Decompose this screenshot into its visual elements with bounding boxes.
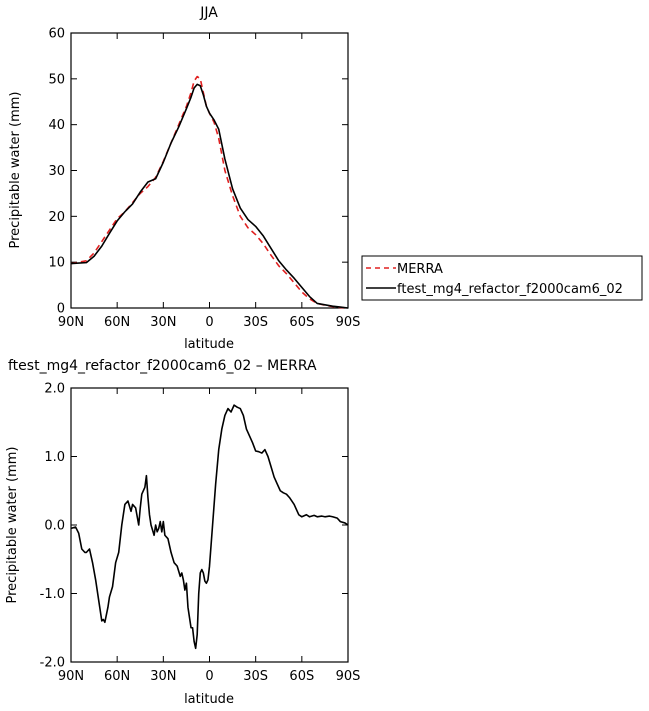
bottom-y-tick-label: 0.0 <box>44 519 65 534</box>
top-y-tick-label: 40 <box>48 118 65 133</box>
top-plot-frame <box>70 32 349 309</box>
bottom-x-axis-label: latitude <box>184 692 234 707</box>
top-x-tick-label: 30S <box>243 315 268 330</box>
top-title: JJA <box>199 5 218 21</box>
top-y-axis-label: Precipitable water (mm) <box>8 92 23 249</box>
top-y-tick-label: 50 <box>48 72 65 87</box>
bottom-x-tick-label: 0 <box>205 669 213 684</box>
top-x-tick-label: 0 <box>205 315 213 330</box>
bottom-x-tick-label: 30N <box>150 669 176 684</box>
bottom-x-tick-label: 30S <box>243 669 268 684</box>
bottom-x-tick-label: 90N <box>58 669 84 684</box>
legend-box <box>361 255 643 301</box>
bottom-x-tick-label: 90S <box>336 669 361 684</box>
bottom-plot-frame <box>70 387 349 663</box>
top-panel: JJA 90N 60N 30N 0 30S 60S 90S 0 10 20 30 40 50 60 la… <box>8 5 360 352</box>
top-x-tick-label: 60S <box>289 315 314 330</box>
legend-label-model: ftest_mg4_refactor_f2000cam6_02 <box>397 282 623 297</box>
top-y-tick-label: 30 <box>48 164 65 179</box>
bottom-y-tick-label: 2.0 <box>44 382 65 397</box>
top-x-tick-label: 30N <box>150 315 176 330</box>
top-x-axis-label: latitude <box>184 337 234 352</box>
top-x-tick-label: 90N <box>58 315 84 330</box>
top-x-tick-label: 60N <box>104 315 130 330</box>
bottom-y-tick-label: -2.0 <box>40 656 65 671</box>
bottom-series-line-0 <box>70 404 349 650</box>
bottom-x-tick-label: 60N <box>104 669 130 684</box>
top-y-tick-label: 60 <box>48 27 65 42</box>
top-y-tick-label: 0 <box>57 302 65 317</box>
bottom-y-axis-label: Precipitable water (mm) <box>5 447 20 604</box>
bottom-panel: ftest_mg4_refactor_f2000cam6_02 – MERRA … <box>5 358 360 707</box>
bottom-y-tick-label: -1.0 <box>40 587 65 602</box>
legend-label-merra: MERRA <box>397 262 443 277</box>
bottom-y-tick-label: 1.0 <box>44 450 65 465</box>
bottom-x-tick-label: 60S <box>289 669 314 684</box>
bottom-title: ftest_mg4_refactor_f2000cam6_02 – MERRA <box>8 358 317 374</box>
top-x-tick-label: 90S <box>336 315 361 330</box>
top-y-tick-label: 20 <box>48 210 65 225</box>
top-y-tick-label: 10 <box>48 256 65 271</box>
legend: MERRA ftest_mg4_refactor_f2000cam6_02 <box>361 255 643 301</box>
top-series-line-1 <box>70 83 349 309</box>
